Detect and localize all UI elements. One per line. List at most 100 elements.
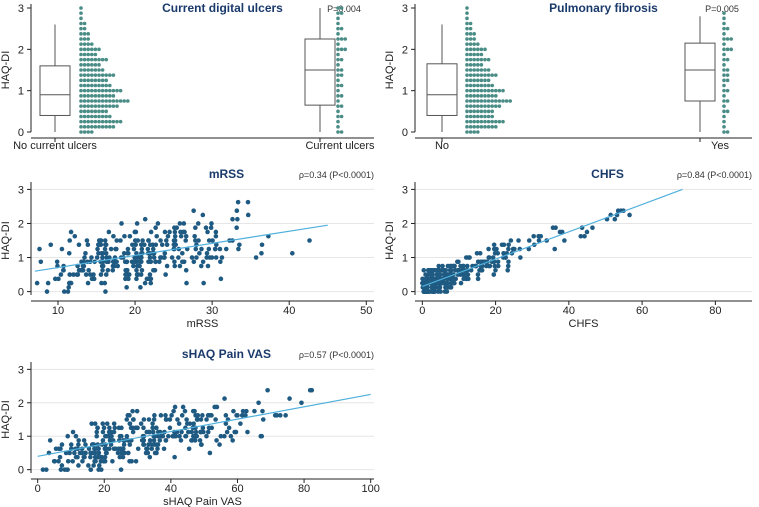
data-point [191, 208, 196, 213]
data-point [239, 413, 245, 418]
data-point [217, 246, 223, 252]
data-dot [339, 68, 344, 72]
data-point [307, 387, 313, 393]
data-dot [472, 37, 477, 41]
data-dot [486, 114, 491, 119]
data-dot [490, 109, 495, 114]
data-dot [339, 47, 344, 52]
y-tick-label: 0 [18, 287, 24, 299]
data-dot [722, 57, 726, 62]
data-point [105, 268, 111, 273]
data-dot [93, 125, 98, 129]
data-point [141, 442, 146, 447]
data-dot [468, 57, 473, 62]
data-dot [93, 114, 98, 119]
data-dot [479, 109, 484, 114]
data-point [615, 208, 621, 213]
data-point [420, 276, 425, 282]
data-point [186, 446, 192, 452]
data-dot [339, 37, 344, 41]
data-point [209, 425, 215, 431]
data-dot [490, 73, 495, 77]
data-point [102, 238, 108, 243]
data-point [244, 408, 249, 414]
data-point [436, 285, 442, 290]
data-dot [336, 47, 340, 52]
data-point [214, 242, 219, 248]
data-point [147, 454, 153, 460]
data-dot [483, 114, 487, 119]
data-point [194, 255, 199, 260]
data-point [505, 268, 510, 273]
data-dot [490, 88, 495, 93]
data-point [34, 280, 40, 286]
data-point [79, 259, 84, 265]
data-point [94, 429, 100, 435]
data-point [115, 263, 121, 269]
data-point [259, 242, 265, 248]
data-point [256, 400, 261, 406]
data-point [463, 255, 469, 260]
data-point [104, 255, 109, 260]
data-point [124, 268, 130, 273]
data-dot [79, 94, 83, 98]
data-point [131, 263, 136, 269]
data-point [196, 238, 201, 243]
data-dot [336, 88, 340, 93]
data-dot [93, 52, 98, 57]
data-dot [476, 78, 480, 83]
data-dot [486, 104, 491, 108]
data-point [146, 417, 152, 422]
data-dot [336, 125, 340, 129]
data-point [71, 272, 76, 277]
data-dot [339, 6, 344, 10]
data-point [166, 433, 171, 439]
data-dot [336, 94, 340, 98]
data-dot [82, 47, 87, 52]
panel-shaq-pain-vas: sHAQ Pain VAS ρ=0.57 (P<0.0001) 0 1 2 3 HAQ-DI… [0, 347, 380, 507]
data-point [466, 276, 471, 282]
data-point [223, 421, 229, 426]
data-dot [508, 99, 512, 103]
data-dot [490, 83, 495, 88]
data-point [45, 280, 51, 286]
data-point [142, 242, 147, 248]
stat-label: P=0.004 [327, 4, 361, 14]
data-dot [104, 78, 108, 83]
data-dot [725, 47, 730, 52]
data-point [91, 463, 96, 468]
data-dot [336, 78, 340, 83]
y-tick-label: 3 [18, 364, 24, 376]
data-dot [86, 125, 90, 129]
data-dot [490, 119, 495, 124]
data-point [176, 255, 181, 260]
data-point [245, 212, 251, 218]
data-dot [490, 114, 495, 119]
box-iqr [426, 63, 458, 116]
data-point [104, 421, 110, 426]
data-dot [465, 114, 469, 119]
data-point [205, 263, 211, 269]
data-dot [722, 78, 726, 83]
data-dot [722, 119, 726, 124]
data-dot [336, 42, 340, 46]
data-point [205, 229, 210, 235]
data-point [134, 268, 139, 273]
data-dot [476, 99, 480, 103]
data-point [137, 263, 142, 269]
data-dot [104, 99, 108, 103]
data-dot [111, 104, 116, 108]
data-point [96, 463, 102, 468]
data-dot [729, 47, 733, 52]
data-point [475, 272, 481, 277]
data-point [83, 450, 88, 456]
data-dot [339, 73, 344, 77]
data-dot [465, 104, 469, 108]
data-dot [100, 57, 105, 62]
data-dot [468, 26, 473, 31]
data-point [245, 429, 250, 435]
data-dot [472, 94, 477, 98]
data-point [138, 421, 144, 426]
data-dot [501, 99, 505, 103]
data-dot [468, 109, 473, 114]
